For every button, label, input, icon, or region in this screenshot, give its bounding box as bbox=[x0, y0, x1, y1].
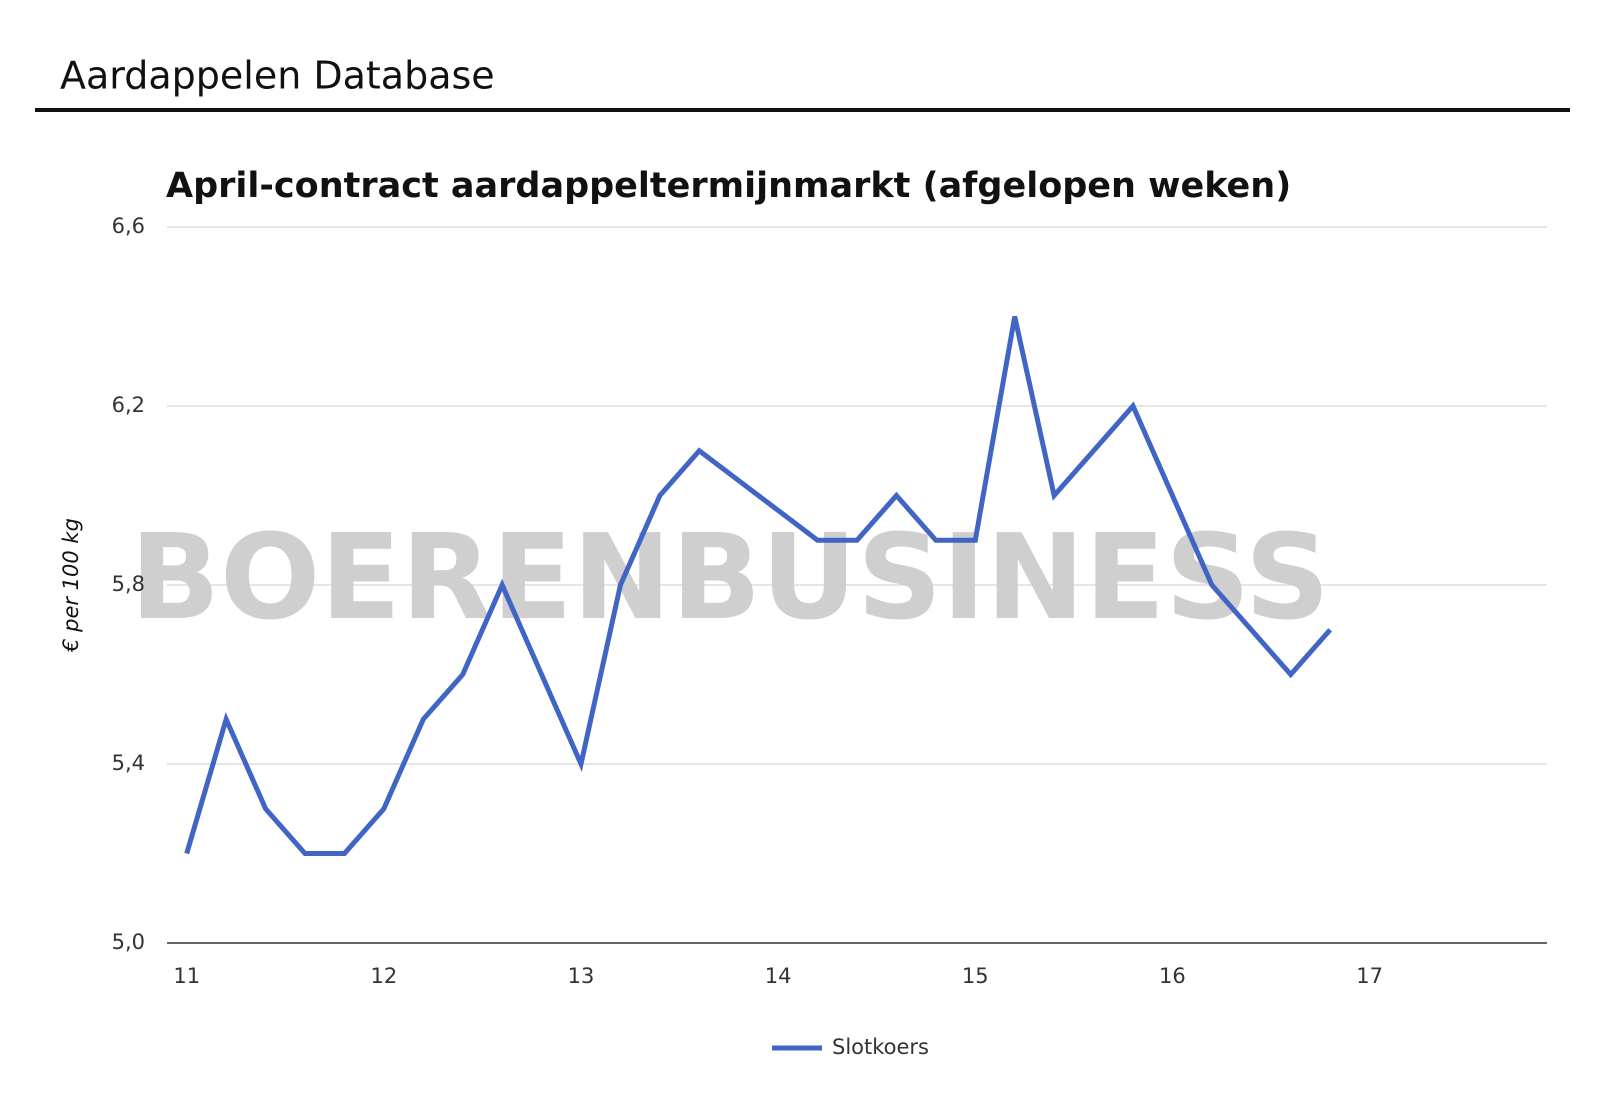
line-series bbox=[184, 315, 1333, 856]
chart-title: April-contract aardappeltermijnmarkt (af… bbox=[166, 166, 1291, 206]
watermark: BOERENBUSINESS bbox=[130, 508, 1330, 646]
y-tick-label: 5,4 bbox=[112, 751, 145, 775]
x-tick-label: 11 bbox=[173, 964, 200, 988]
x-tick-label: 13 bbox=[568, 964, 595, 988]
y-axis-label: € per 100 kg bbox=[59, 518, 83, 653]
page-title: Aardappelen Database bbox=[60, 54, 495, 98]
legend-label: Slotkoers bbox=[832, 1035, 929, 1059]
x-tick-label: 16 bbox=[1159, 964, 1186, 988]
y-tick-label: 6,2 bbox=[112, 393, 145, 417]
x-tick-label: 14 bbox=[765, 964, 792, 988]
x-tick-label: 17 bbox=[1356, 964, 1383, 988]
y-tick-label: 5,0 bbox=[112, 930, 145, 954]
x-tick-label: 15 bbox=[962, 964, 989, 988]
y-tick-label: 5,8 bbox=[112, 572, 145, 596]
x-tick-label: 12 bbox=[370, 964, 397, 988]
y-tick-label: 6,6 bbox=[112, 214, 145, 238]
